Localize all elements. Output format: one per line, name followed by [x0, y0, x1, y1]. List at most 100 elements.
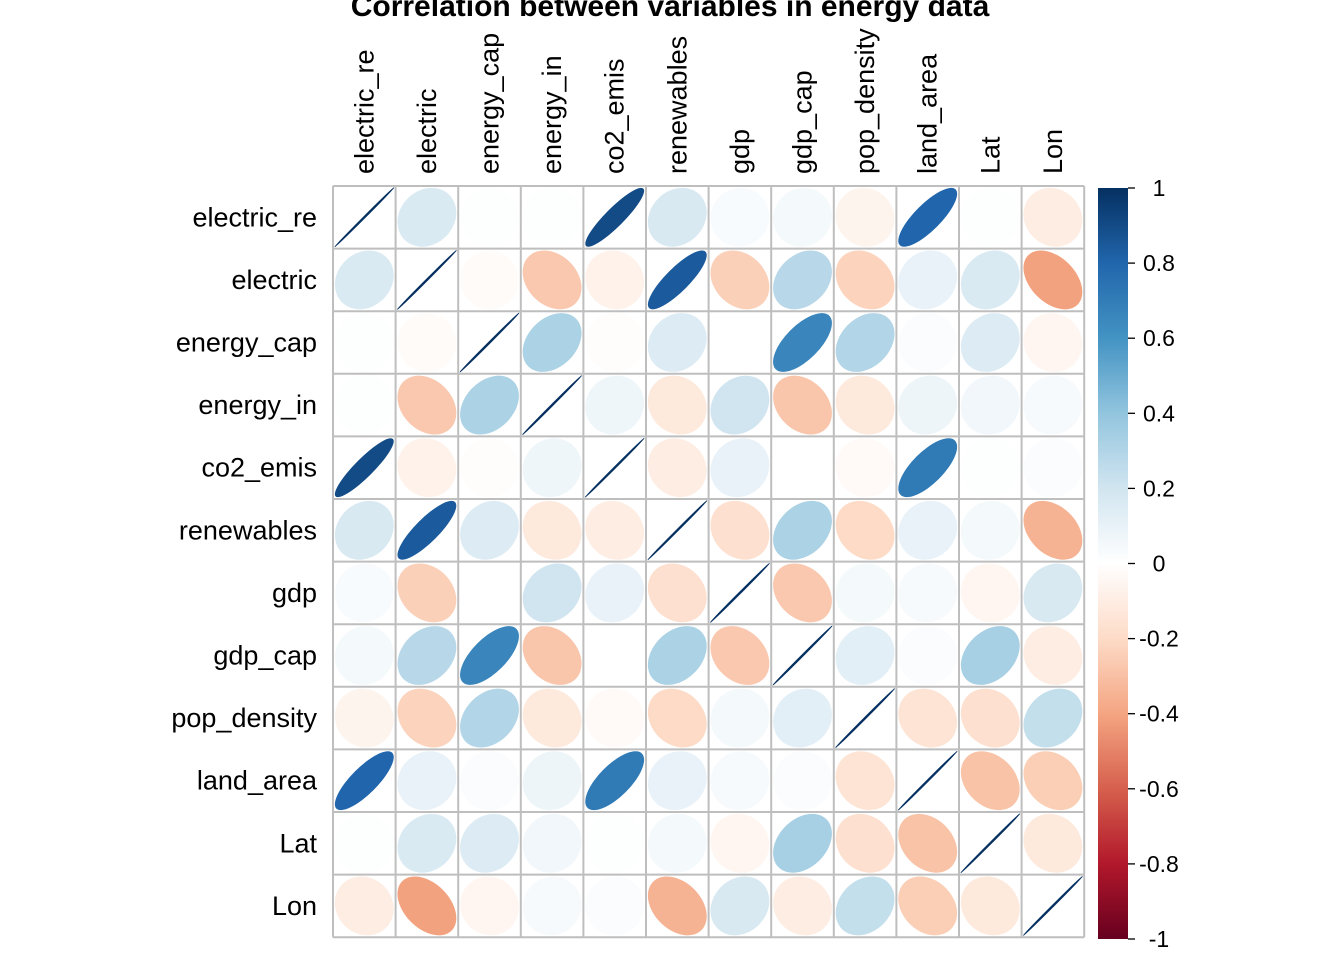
cell-energy_cap-electric_re: [334, 313, 394, 372]
cell-Lon-land_area: [898, 876, 958, 936]
cell-energy_in-gdp_cap: [773, 375, 832, 435]
cell-electric-energy_in: [522, 250, 582, 310]
cell-electric_re-electric_re: [334, 187, 395, 248]
cell-land_area-gdp_cap: [773, 751, 832, 811]
cell-energy_in-energy_cap: [460, 375, 519, 435]
cell-electric-electric_re: [334, 250, 394, 310]
row-label-land_area: land_area: [197, 766, 318, 796]
cell-electric_re-energy_in: [522, 187, 582, 247]
row-label-energy_in: energy_in: [198, 390, 317, 420]
cell-pop_density-electric: [397, 688, 457, 748]
colorbar-tick-label: -0.8: [1139, 851, 1179, 877]
cell-pop_density-energy_cap: [460, 688, 519, 748]
cell-gdp_cap-co2_emis: [585, 626, 645, 685]
cell-co2_emis-gdp: [710, 438, 770, 498]
cell-electric-Lat: [960, 250, 1020, 310]
cell-renewables-electric_re: [334, 500, 394, 560]
cell-electric_re-gdp: [710, 187, 770, 247]
cell-energy_cap-pop_density: [835, 313, 895, 372]
cell-energy_cap-renewables: [647, 313, 707, 372]
cell-land_area-energy_in: [522, 751, 582, 811]
cell-land_area-electric: [397, 751, 457, 811]
colorbar-tick-label: 0.2: [1143, 475, 1175, 501]
cell-Lat-gdp_cap: [773, 813, 832, 873]
cell-pop_density-pop_density: [835, 688, 896, 749]
cell-gdp-renewables: [647, 563, 707, 623]
cell-gdp-pop_density: [835, 563, 895, 623]
row-label-electric: electric: [231, 265, 317, 295]
cell-renewables-co2_emis: [585, 500, 645, 560]
cell-energy_in-pop_density: [835, 375, 895, 435]
colorbar-tick-label: -0.6: [1139, 776, 1179, 802]
cell-energy_in-gdp: [710, 375, 770, 435]
cell-electric_re-Lat: [960, 187, 1020, 247]
cell-energy_cap-Lon: [1023, 313, 1083, 372]
cell-co2_emis-gdp_cap: [773, 438, 832, 498]
cell-pop_density-Lon: [1023, 688, 1083, 748]
cell-gdp-electric_re: [334, 563, 394, 623]
cell-land_area-energy_cap: [460, 751, 519, 811]
cell-energy_cap-co2_emis: [585, 313, 645, 372]
cell-Lon-Lon: [1022, 875, 1083, 936]
row-labels: electric_re electric energy_cap energy_inco…: [171, 202, 318, 921]
cell-energy_cap-energy_in: [522, 313, 582, 372]
cell-energy_in-energy_in: [522, 375, 583, 436]
cell-gdp_cap-energy_cap: [460, 626, 519, 685]
cell-renewables-gdp_cap: [773, 500, 832, 560]
colorbar-tick-label: 0.4: [1143, 400, 1175, 426]
col-label-Lat: Lat: [975, 136, 1005, 174]
cell-energy_in-Lon: [1023, 375, 1083, 435]
col-label-energy_in: energy_in: [537, 55, 567, 174]
cell-land_area-pop_density: [835, 751, 895, 811]
colorbar-tick-label: 0.6: [1143, 325, 1175, 351]
cell-Lon-gdp_cap: [773, 876, 832, 936]
colorbar-tick-label: -0.4: [1139, 701, 1179, 727]
cell-electric_re-energy_cap: [460, 187, 519, 247]
cell-co2_emis-Lat: [960, 438, 1020, 498]
cell-gdp_cap-Lon: [1023, 626, 1083, 685]
cell-pop_density-electric_re: [334, 688, 394, 748]
cell-land_area-co2_emis: [585, 751, 645, 811]
cell-electric_re-land_area: [898, 187, 958, 247]
col-label-gdp_cap: gdp_cap: [788, 70, 818, 174]
cell-gdp-energy_cap: [460, 563, 519, 623]
col-label-renewables: renewables: [662, 36, 692, 174]
cell-Lat-electric: [397, 813, 457, 873]
cell-renewables-electric: [397, 500, 457, 560]
matrix-cells: [334, 187, 1083, 936]
cell-co2_emis-renewables: [647, 438, 707, 498]
cell-renewables-renewables: [647, 500, 708, 561]
cell-gdp-land_area: [898, 563, 958, 623]
cell-energy_in-co2_emis: [585, 375, 645, 435]
cell-gdp-Lat: [960, 563, 1020, 623]
col-label-energy_cap: energy_cap: [475, 33, 505, 174]
cell-gdp_cap-pop_density: [835, 626, 895, 685]
row-label-pop_density: pop_density: [171, 703, 317, 733]
cell-pop_density-Lat: [960, 688, 1020, 748]
cell-Lat-renewables: [647, 813, 707, 873]
row-label-Lon: Lon: [272, 891, 317, 921]
cell-Lat-pop_density: [835, 813, 895, 873]
cell-energy_in-Lat: [960, 375, 1020, 435]
cell-Lon-co2_emis: [585, 876, 645, 936]
cell-Lon-electric: [397, 876, 457, 936]
colorbar-gradient: [1098, 188, 1128, 939]
cell-Lat-electric_re: [334, 813, 394, 873]
row-label-Lat: Lat: [279, 828, 317, 858]
cell-co2_emis-pop_density: [835, 438, 895, 498]
cell-gdp_cap-gdp: [710, 626, 770, 685]
cell-renewables-land_area: [898, 500, 958, 560]
cell-Lat-Lat: [960, 813, 1021, 874]
cell-electric_re-co2_emis: [585, 187, 645, 247]
cell-Lat-energy_in: [522, 813, 582, 873]
cell-gdp-Lon: [1023, 563, 1083, 623]
col-label-land_area: land_area: [913, 53, 943, 174]
cell-electric_re-renewables: [647, 187, 707, 247]
colorbar-tick-label: -0.2: [1139, 626, 1179, 652]
cell-gdp_cap-electric_re: [334, 626, 394, 685]
cell-renewables-pop_density: [835, 500, 895, 560]
cell-co2_emis-co2_emis: [584, 437, 645, 498]
cell-land_area-gdp: [710, 751, 770, 811]
cell-renewables-gdp: [710, 500, 770, 560]
cell-electric-renewables: [647, 250, 707, 310]
